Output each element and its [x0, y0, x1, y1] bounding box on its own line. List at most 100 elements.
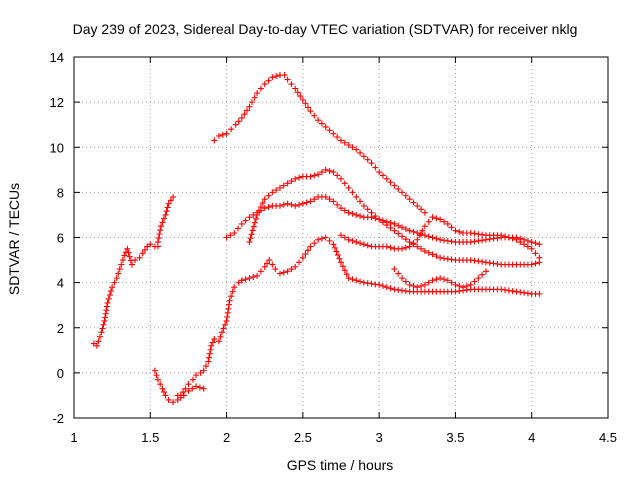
data-point: [322, 234, 329, 241]
data-point: [235, 118, 242, 125]
data-point: [299, 254, 306, 261]
data-point: [223, 130, 230, 137]
data-point: [261, 263, 268, 270]
data-point: [437, 275, 444, 282]
data-point: [330, 241, 337, 248]
data-point: [425, 218, 432, 225]
data-point: [368, 209, 375, 216]
data-point: [126, 253, 133, 260]
data-point: [341, 139, 348, 146]
data-point: [235, 225, 242, 232]
data-point: [276, 202, 283, 209]
data-point: [524, 237, 531, 244]
data-point: [444, 277, 451, 284]
data-point: [147, 241, 154, 248]
data-point: [224, 313, 231, 320]
data-point: [96, 333, 103, 340]
data-point: [303, 199, 310, 206]
data-point: [294, 89, 301, 96]
data-point: [242, 276, 249, 283]
data-point: [463, 283, 470, 290]
data-point: [272, 266, 279, 273]
data-point: [330, 169, 337, 176]
data-point: [307, 108, 314, 115]
data-point: [391, 227, 398, 234]
data-point: [357, 213, 364, 220]
data-point: [379, 219, 386, 226]
data-point: [139, 250, 146, 257]
data-point: [257, 204, 264, 211]
data-point: [502, 233, 509, 240]
data-point: [165, 200, 172, 207]
data-point: [118, 261, 125, 268]
data-point: [238, 277, 245, 284]
data-point: [144, 243, 151, 250]
data-point: [311, 112, 318, 119]
data-point: [162, 211, 169, 218]
data-point: [416, 232, 423, 239]
data-point: [395, 270, 402, 277]
data-point: [433, 276, 440, 283]
data-point: [296, 174, 303, 181]
data-point: [429, 251, 436, 258]
data-point: [440, 276, 447, 283]
data-point: [479, 231, 486, 238]
data-point: [517, 289, 524, 296]
data-point: [334, 252, 341, 259]
data-point: [220, 325, 227, 332]
data-point: [399, 233, 406, 240]
data-point: [273, 187, 280, 194]
data-point: [311, 172, 318, 179]
data-point: [353, 239, 360, 246]
data-point: [266, 257, 273, 264]
data-point: [111, 279, 118, 286]
data-point: [307, 243, 314, 250]
data-point: [524, 243, 531, 250]
data-point: [105, 295, 112, 302]
data-point: [486, 259, 493, 266]
data-point: [521, 289, 528, 296]
data-point: [532, 240, 539, 247]
data-point: [440, 237, 447, 244]
data-point: [307, 198, 314, 205]
data-point: [341, 207, 348, 214]
data-point: [246, 103, 253, 110]
data-point: [273, 73, 280, 80]
data-point: [437, 254, 444, 261]
data-point: [254, 90, 261, 97]
data-point: [341, 267, 348, 274]
data-point: [330, 130, 337, 137]
data-point: [402, 244, 409, 251]
data-point: [124, 245, 131, 252]
data-point: [280, 182, 287, 189]
data-point: [193, 383, 200, 390]
data-point: [343, 271, 350, 278]
data-point: [167, 197, 174, 204]
data-point: [376, 216, 383, 223]
data-point: [391, 220, 398, 227]
data-point: [209, 339, 216, 346]
data-point: [467, 257, 474, 264]
data-point: [228, 293, 235, 300]
y-tick-label: -2: [52, 411, 64, 426]
data-point: [360, 279, 367, 286]
data-point: [225, 305, 232, 312]
data-point: [345, 141, 352, 148]
data-point: [418, 283, 425, 290]
data-point: [128, 261, 135, 268]
y-tick-label: 8: [57, 185, 64, 200]
data-point: [425, 249, 432, 256]
data-point: [116, 266, 123, 273]
data-point: [402, 236, 409, 243]
data-point: [391, 266, 398, 273]
data-point: [238, 114, 245, 121]
data-point: [498, 232, 505, 239]
data-point: [444, 220, 451, 227]
data-point: [410, 228, 417, 235]
data-point: [334, 201, 341, 208]
data-point: [257, 268, 264, 275]
data-point: [288, 201, 295, 208]
y-tick-label: 0: [57, 366, 64, 381]
data-point: [119, 257, 126, 264]
data-point: [410, 240, 417, 247]
